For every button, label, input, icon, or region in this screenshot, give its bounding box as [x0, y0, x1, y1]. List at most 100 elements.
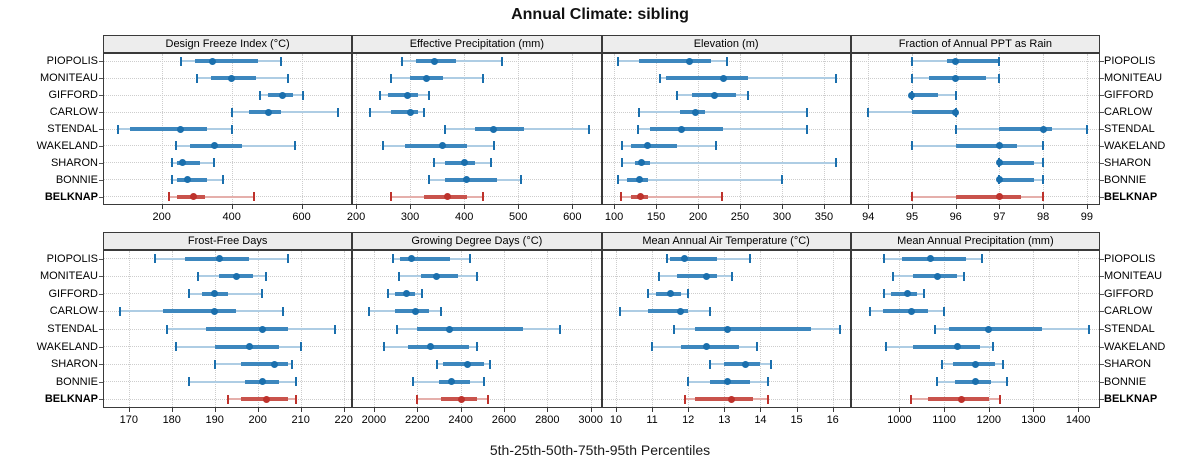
whisker-cap-high [835, 73, 838, 83]
whisker-cap-high [475, 271, 478, 281]
x-axis-tick [615, 408, 617, 412]
whisker-iqr-line [163, 309, 237, 314]
whisker-iqr-line [670, 256, 718, 261]
whisker-cap-high [998, 394, 1001, 404]
row-edge-tick-left [99, 276, 103, 278]
median-dot [278, 91, 286, 99]
whisker-cap-high [981, 254, 984, 264]
figure-title: Annual Climate: sibling [511, 6, 689, 23]
x-axis-tick [1033, 408, 1035, 412]
median-dot [264, 108, 272, 116]
horizontal-gridline [851, 275, 1099, 277]
x-axis-tick [1043, 205, 1045, 209]
whisker-iqr-line [695, 327, 811, 331]
whisker-cap-low [891, 271, 894, 281]
whisker-cap-high [1042, 158, 1045, 168]
median-dot [728, 395, 736, 403]
whisker-cap-low [179, 56, 182, 66]
whisker-cap-low [665, 254, 668, 264]
x-axis-tick [760, 408, 762, 412]
median-dot [702, 343, 710, 351]
panel-strip: Effective Precipitation (mm) [352, 35, 602, 53]
x-axis-tick [301, 205, 303, 209]
whisker-cap-low [174, 141, 177, 151]
whisker-iqr-line [130, 127, 208, 131]
station-label-right: CARLOW [1104, 305, 1153, 318]
whisker-cap-high [587, 124, 590, 134]
x-axis-tick [944, 408, 946, 412]
whisker-cap-low [621, 141, 624, 151]
whisker-cap-low [411, 377, 414, 387]
x-axis-tick [999, 205, 1001, 209]
whisker-cap-high [282, 306, 285, 316]
whisker-cap-high [559, 324, 562, 334]
x-axis-tick [300, 408, 302, 412]
whisker-cap-high [490, 158, 493, 168]
whisker-cap-high [334, 324, 337, 334]
panel-strip: Growing Degree Days (°C) [352, 232, 602, 250]
x-axis-tick [1086, 205, 1088, 209]
median-dot [908, 91, 916, 99]
horizontal-gridline [851, 111, 1099, 113]
whisker-cap-low [909, 394, 912, 404]
x-axis-tick-label: 200 [248, 414, 267, 426]
whisker-cap-high [488, 359, 491, 369]
whisker-iqr-line [666, 76, 749, 81]
whisker-cap-low [119, 306, 122, 316]
row-edge-tick-left [99, 179, 103, 181]
whisker-cap-high [483, 377, 486, 387]
whisker-cap-low [647, 289, 650, 299]
station-label-right: STENDAL [1104, 323, 1155, 335]
median-dot [971, 378, 979, 386]
whisker-range-line [620, 195, 722, 198]
median-dot [742, 360, 750, 368]
whisker-cap-high [420, 289, 423, 299]
x-axis-tick [988, 408, 990, 412]
whisker-cap-low [433, 158, 436, 168]
whisker-cap-low [187, 377, 190, 387]
median-dot [985, 325, 993, 333]
whisker-cap-low [638, 107, 641, 117]
x-axis-tick [373, 408, 375, 412]
x-axis-tick [899, 408, 901, 412]
whisker-iqr-line [445, 160, 475, 165]
median-dot [952, 108, 960, 116]
median-dot [179, 159, 187, 167]
whisker-cap-low [379, 90, 382, 100]
median-dot [210, 142, 218, 150]
whisker-cap-low [258, 90, 261, 100]
whisker-iqr-line [407, 344, 470, 349]
row-edge-tick-left [99, 311, 103, 313]
whisker-iqr-line [391, 110, 419, 115]
horizontal-gridline [602, 310, 850, 312]
x-axis-tick [1078, 408, 1080, 412]
x-axis-tick [590, 408, 592, 412]
station-label-right: PIOPOLIS [1104, 252, 1156, 265]
whisker-cap-low [708, 359, 711, 369]
x-axis-tick [614, 205, 616, 209]
x-axis-tick-label: 12 [682, 414, 695, 426]
whisker-cap-high [265, 271, 268, 281]
x-axis-tick-label: 96 [949, 211, 962, 223]
whisker-cap-high [766, 394, 769, 404]
whisker-cap-low [175, 342, 178, 352]
whisker-iqr-line [677, 274, 718, 279]
horizontal-gridline [851, 162, 1099, 164]
horizontal-gridline [353, 293, 601, 295]
axis-caption: 5th-25th-50th-75th-95th Percentiles [489, 442, 711, 458]
row-edge-tick-right [1100, 311, 1104, 313]
median-dot [184, 176, 192, 184]
row-edge-tick-left [99, 346, 103, 348]
row-edge-tick-right [1100, 61, 1104, 63]
whisker-cap-low [400, 56, 403, 66]
whisker-iqr-line [955, 143, 1017, 148]
whisker-cap-high [299, 342, 302, 352]
whisker-range-line [622, 161, 837, 164]
whisker-cap-low [117, 124, 120, 134]
x-axis-tick [460, 408, 462, 412]
whisker-cap-high [780, 175, 783, 185]
x-axis-tick [464, 205, 466, 209]
whisker-cap-low [392, 254, 395, 264]
x-axis-tick [257, 408, 259, 412]
whisker-iqr-line [388, 93, 419, 98]
